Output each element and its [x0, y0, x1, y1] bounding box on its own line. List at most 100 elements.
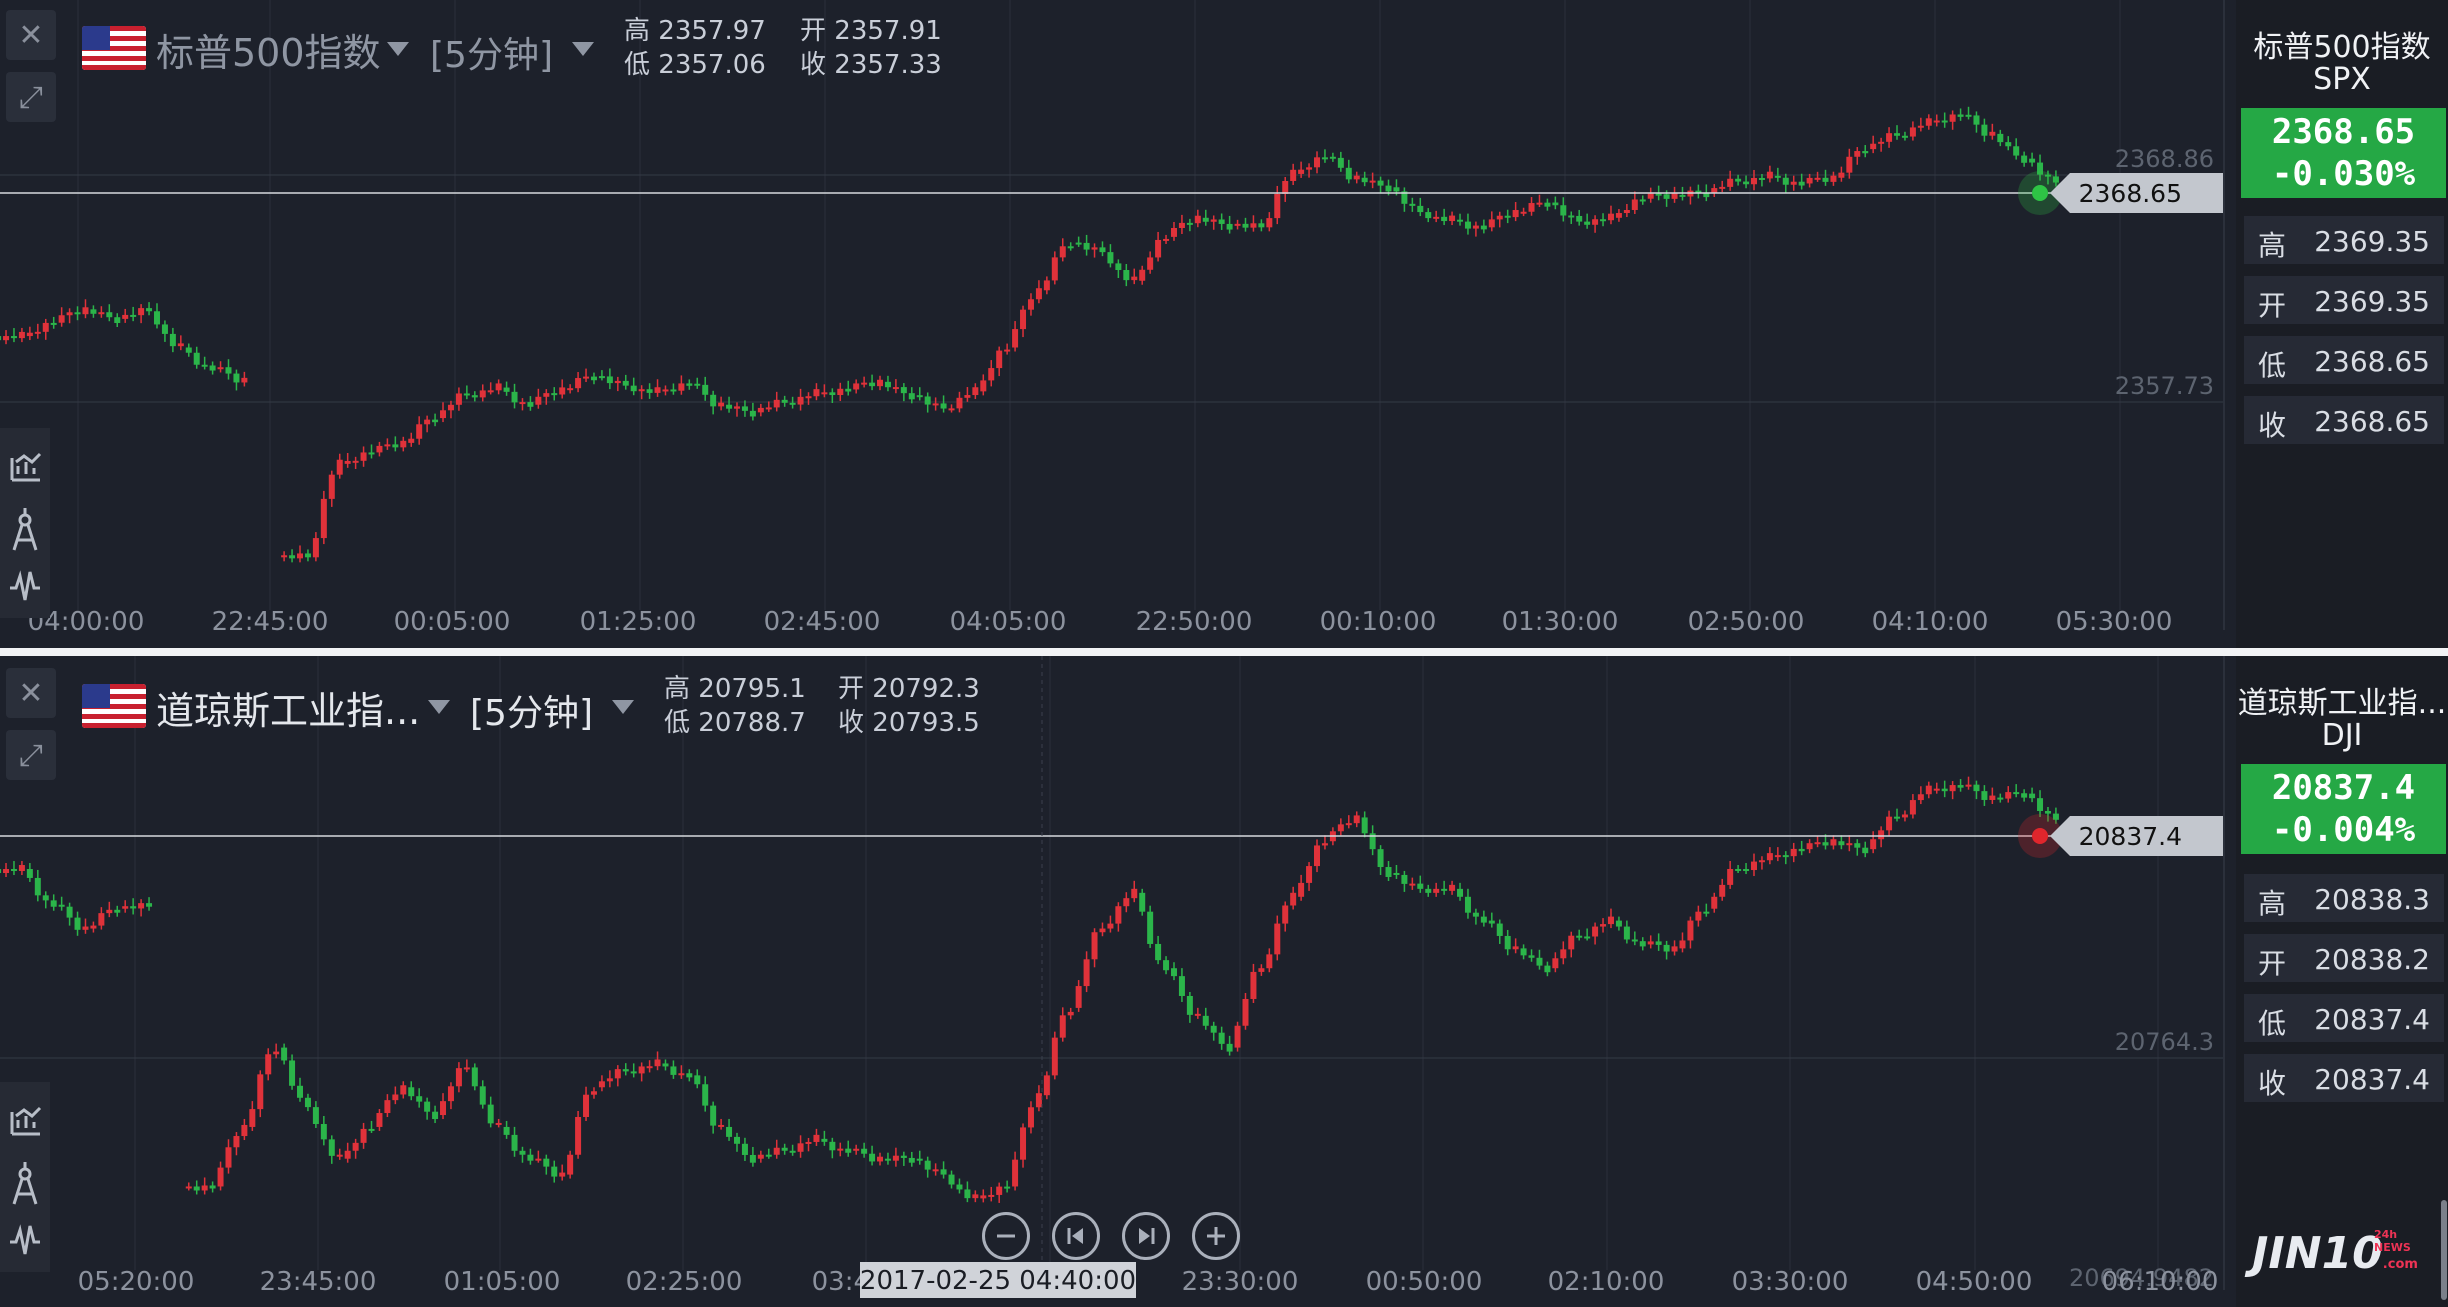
candle-body: [1385, 185, 1392, 192]
candle-body: [1337, 157, 1344, 168]
candle-body: [26, 869, 33, 878]
candle-body: [861, 382, 868, 385]
dji-panel: 20764.3 20694.9482 20837.4 05:20:00 23:45:00…: [0, 656, 2448, 1307]
candle-body: [916, 395, 923, 398]
timeframe-label[interactable]: [5分钟]: [470, 693, 593, 734]
candle-body: [1155, 239, 1162, 258]
candle-body: [400, 1085, 407, 1095]
timeframe-dropdown-icon[interactable]: [612, 700, 634, 714]
close-icon[interactable]: ✕: [6, 10, 56, 60]
candle-body: [948, 408, 955, 411]
candle-body: [1631, 939, 1638, 942]
candle-body: [249, 1109, 256, 1127]
candle-body: [1917, 125, 1924, 128]
candle-body: [114, 909, 121, 913]
ohlc-high: 高 20795.1: [664, 674, 806, 704]
candle-body: [201, 364, 208, 367]
stat-row-low: 低 2368.65: [2244, 336, 2444, 384]
candle-body: [654, 1059, 661, 1067]
candle-body: [1750, 177, 1757, 185]
candle-body: [1607, 916, 1614, 925]
candle-body: [1480, 225, 1487, 230]
candle-body: [1258, 968, 1265, 972]
symbol-title[interactable]: 标普500指数: [156, 31, 381, 75]
candle-body: [1949, 114, 1956, 122]
candle-body: [66, 906, 73, 918]
candle-body: [1472, 225, 1479, 229]
candle-body: [892, 1155, 899, 1161]
expand-icon[interactable]: ⤢: [6, 730, 56, 780]
candle-body: [177, 343, 184, 347]
candle-body: [1512, 946, 1519, 950]
dji-chart[interactable]: 20764.3 20694.9482 20837.4 05:20:00 23:45:00…: [0, 656, 2448, 1307]
candle-body: [1909, 127, 1916, 137]
candle-body: [1790, 181, 1797, 185]
candle-body: [567, 388, 574, 391]
candle-body: [1965, 114, 1972, 117]
candle-body: [1766, 171, 1773, 179]
candle-body: [606, 1078, 613, 1082]
candle-body: [1758, 860, 1765, 863]
candle-body: [519, 402, 526, 405]
candle-body: [2052, 176, 2059, 183]
candle-body: [575, 378, 582, 389]
candle-body: [281, 1047, 288, 1061]
candle-body: [1592, 926, 1599, 937]
candle-body: [1401, 874, 1408, 884]
x-tick-label: 03:30:00: [1732, 1267, 1849, 1297]
side-symbol-code: SPX: [2313, 62, 2371, 97]
candle-body: [1083, 242, 1090, 250]
candle-body: [718, 1124, 725, 1127]
candle-body: [1528, 955, 1535, 958]
candle-body: [424, 419, 431, 425]
candle-body: [1774, 175, 1781, 178]
candle-body: [1282, 180, 1289, 194]
candle-body: [90, 309, 97, 314]
zoom-out-icon[interactable]: [982, 1212, 1030, 1260]
scrollbar-handle[interactable]: [2441, 1200, 2447, 1300]
candle-body: [225, 367, 232, 374]
x-tick-label: 02:10:00: [1548, 1267, 1665, 1297]
candle-body: [741, 1143, 748, 1155]
candle-body: [718, 402, 725, 407]
candle-body: [1361, 177, 1368, 183]
candle-body: [1178, 222, 1185, 228]
candle-body: [622, 1069, 629, 1072]
symbol-title[interactable]: 道琼斯工业指...: [156, 689, 421, 733]
candle-body: [1123, 270, 1130, 281]
candle-body: [98, 312, 105, 315]
next-icon[interactable]: [1122, 1212, 1170, 1260]
candle-body: [670, 389, 677, 392]
timeframe-dropdown-icon[interactable]: [572, 42, 594, 56]
candle-body: [1989, 795, 1996, 800]
price-change: -0.004%: [2271, 810, 2416, 850]
candle-body: [1464, 896, 1471, 913]
close-icon[interactable]: ✕: [6, 668, 56, 718]
candle-body: [1901, 135, 1908, 138]
panel-divider[interactable]: [0, 648, 2448, 656]
candle-body: [590, 376, 597, 381]
symbol-dropdown-icon[interactable]: [428, 700, 450, 714]
zoom-in-icon[interactable]: [1192, 1212, 1240, 1260]
x-tick-label: 00:05:00: [394, 607, 511, 637]
candle-body: [606, 376, 613, 384]
candle-body: [503, 387, 510, 392]
expand-icon[interactable]: ⤢: [6, 72, 56, 122]
candle-body: [146, 903, 153, 907]
candle-body: [1290, 892, 1297, 906]
timeframe-label[interactable]: [5分钟]: [430, 35, 553, 76]
candle-body: [1623, 209, 1630, 214]
x-tick-label: 04:05:00: [950, 607, 1067, 637]
candle-body: [1377, 849, 1384, 868]
prev-icon[interactable]: [1052, 1212, 1100, 1260]
candle-body: [789, 1150, 796, 1153]
candle-body: [726, 404, 733, 409]
candle-body: [304, 553, 311, 558]
candle-body: [1965, 784, 1972, 787]
candle-body: [1909, 800, 1916, 815]
symbol-dropdown-icon[interactable]: [387, 42, 409, 56]
candle-body: [543, 393, 550, 397]
candle-body: [352, 460, 359, 463]
candle-body: [694, 1075, 701, 1085]
